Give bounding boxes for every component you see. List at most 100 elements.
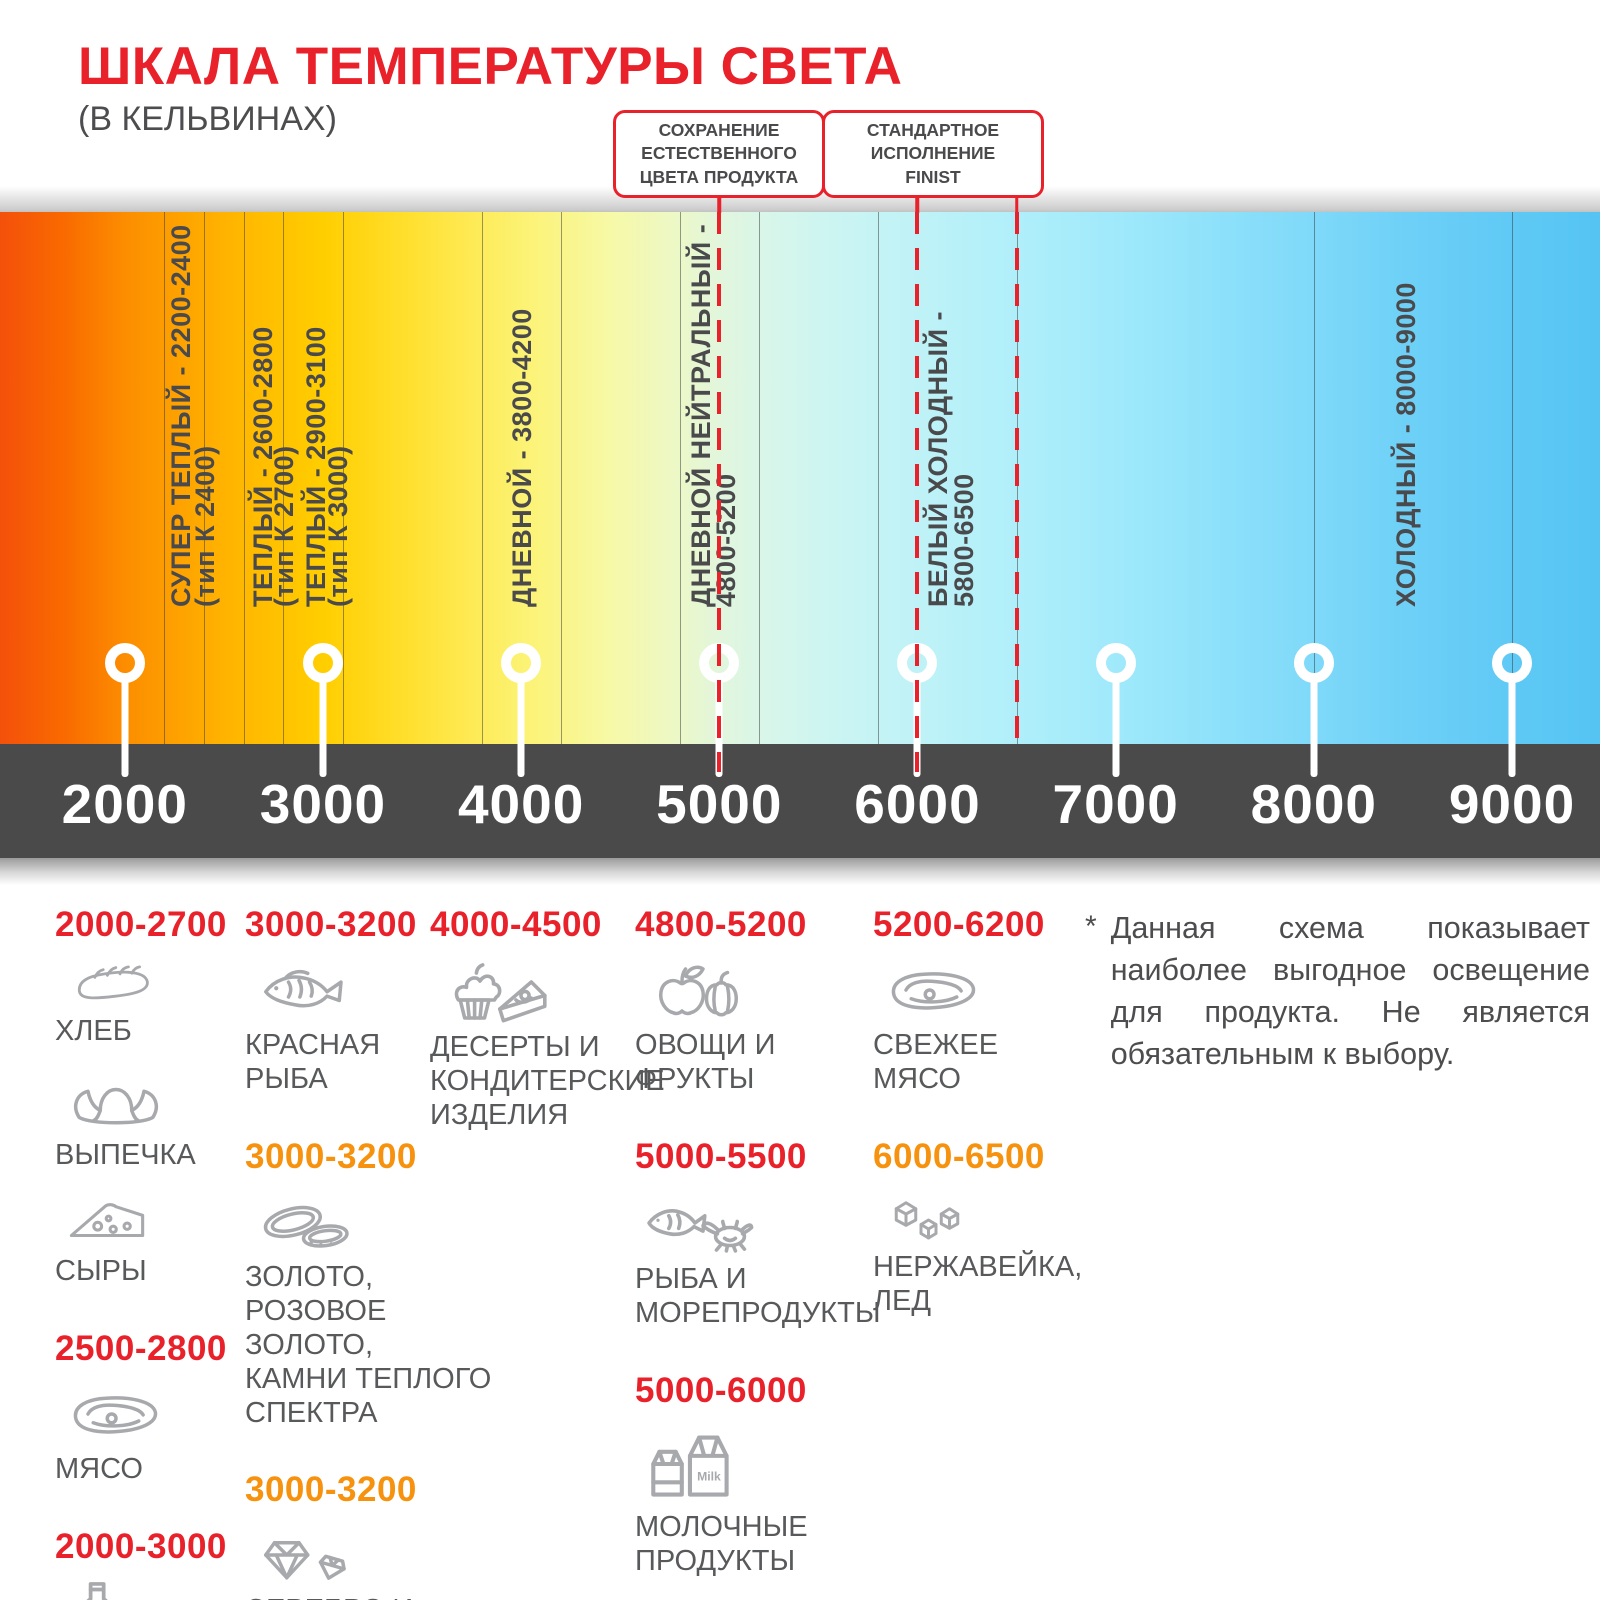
zone-boundary-line [679, 212, 681, 744]
footnote: * Данная схема показывает наиболее выгод… [1085, 907, 1590, 1075]
zone-boundary-line [560, 212, 562, 744]
zone-label: 5800-6500 [949, 473, 980, 607]
axis-tick-label: 4000 [457, 773, 585, 835]
category-item: МОЛОЧНЫЕ ПРОДУКТЫ [635, 1421, 950, 1579]
category-item: ХЛЕБ [55, 955, 245, 1049]
category-block: 5200-6200 СВЕЖЕЕ МЯСО [873, 905, 1088, 1097]
zone-boundary-line [1313, 212, 1315, 744]
callout-line: FINIST [905, 166, 961, 187]
kelvin-axis: 2000 3000 4000 5000 6000 7000 8000 9000 [0, 744, 1600, 858]
callout-line: СОХРАНЕНИЕ [658, 120, 780, 141]
marker-pin [1293, 643, 1334, 683]
marker-pin-stem [1508, 679, 1516, 777]
category-item: СВЕЖЕЕ МЯСО [873, 955, 1088, 1097]
category-item-label: РЫБА И МОРЕПРОДУКТЫ [635, 1262, 881, 1329]
zone-boundary-line [243, 212, 245, 744]
zone-boundary-line [1512, 212, 1513, 744]
axis-tick-label: 3000 [259, 773, 387, 835]
category-item-label: ОВОЩИ И ФРУКТЫ [635, 1029, 776, 1095]
marker-pin-stem [1112, 679, 1120, 777]
category-column: 2000-2700 ХЛЕБ ВЫПЕЧКА СЫРЫ 2500-2800 МЯСО 200… [55, 905, 245, 1600]
category-column: 4000-4500 ДЕСЕРТЫ И КОНДИТЕРСКИЕ ИЗДЕЛИЯ [430, 905, 665, 1173]
callout-finist-standard: СТАНДАРТНОЕ ИСПОЛНЕНИЕ FINIST [822, 110, 1044, 198]
category-item-label: ДЕСЕРТЫ И КОНДИТЕРСКИЕ ИЗДЕЛИЯ [430, 1031, 665, 1131]
range-label: 5200-6200 [873, 905, 1045, 944]
axis-tick-label: 7000 [1052, 773, 1179, 835]
category-column: 5200-6200 СВЕЖЕЕ МЯСО 6000-6500 НЕРЖАВЕЙКА,… [873, 905, 1088, 1359]
category-item-label: ХЛЕБ [55, 1015, 132, 1047]
zone-label: (тип К 2400) [190, 445, 221, 607]
category-item-label: ВЫПЕЧКА [55, 1138, 196, 1171]
vegetables-icon [637, 955, 755, 1025]
milk-icon [637, 1421, 749, 1507]
axis-tick-label: 9000 [1448, 773, 1576, 835]
marker-pin [104, 643, 145, 683]
axis-tick-label: 2000 [61, 773, 188, 835]
ice-icon [875, 1187, 979, 1247]
callout-line: ЕСТЕСТВЕННОГО [641, 143, 797, 164]
range-label: 5000-5500 [635, 1136, 807, 1176]
zone-boundary-line [481, 212, 483, 744]
category-item-label: СЫРЫ [55, 1254, 147, 1287]
category-block: 5000-5500 РЫБА И МОРЕПРОДУКТЫ [635, 1137, 950, 1331]
callout-stem [1014, 196, 1019, 213]
category-item: КРАСНАЯ РЫБА [245, 955, 495, 1097]
category-item-label: СВЕЖЕЕ МЯСО [873, 1029, 999, 1095]
page-subtitle: (В КЕЛЬВИНАХ) [78, 100, 337, 138]
range-label: 6000-6500 [873, 1136, 1045, 1176]
kelvin-gradient-bar: СУПЕР ТЕПЛЫЙ - 2200-2400 (тип К 2400) ТЕПЛ… [0, 212, 1600, 777]
marker-pin [1095, 643, 1136, 683]
range-label: 3000-3200 [245, 905, 417, 944]
marker-pin [501, 643, 542, 683]
footnote-text: Данная схема показывает наиболее выгодно… [1110, 911, 1590, 1072]
category-item-label: НЕРЖАВЕЙКА, ЛЕД [873, 1250, 1083, 1317]
range-label: 2000-2700 [55, 905, 227, 944]
marker-pin-stem [517, 679, 525, 777]
category-block: 6000-6500 НЕРЖАВЕЙКА, ЛЕД [873, 1137, 1088, 1319]
range-label: 4000-4500 [430, 905, 602, 944]
zone-label: ХОЛОДНЫЙ - 8000-9000 [1391, 282, 1422, 607]
fish-icon [247, 955, 365, 1025]
zone-boundary-line [204, 212, 206, 744]
zone-boundary-line [283, 212, 285, 744]
category-item-label: СЕРЕБРО И БРИЛЛИАНТЫ [245, 1594, 495, 1600]
category-item-label: КРАСНАЯ РЫБА [245, 1029, 381, 1095]
alcohol-icon [57, 1577, 141, 1600]
bread-icon [57, 955, 169, 1011]
axis-tick-label: 6000 [854, 773, 981, 835]
dashed-marker [915, 212, 920, 772]
callout-natural-color: СОХРАНЕНИЕ ЕСТЕСТВЕННОГО ЦВЕТА ПРОДУКТА [613, 110, 825, 198]
range-label: 4800-5200 [635, 905, 807, 944]
category-item: ОВОЩИ И ФРУКТЫ [635, 955, 950, 1097]
category-item: НЕРЖАВЕЙКА, ЛЕД [873, 1187, 1088, 1319]
zone-label: 4800-5200 [711, 473, 742, 607]
marker-pin-stem [121, 679, 129, 777]
axis-tick-label: 8000 [1250, 773, 1378, 835]
category-item: АКОГОЛЬ [55, 1577, 245, 1600]
category-item-label: МЯСО [55, 1452, 143, 1485]
category-block: 2000-3000 АКОГОЛЬ [55, 1527, 245, 1600]
callout-line: ЦВЕТА ПРОДУКТА [639, 166, 799, 187]
axis-bottom-shadow [0, 858, 1600, 885]
category-item: СЫРЫ [55, 1189, 245, 1289]
seafood-icon [637, 1187, 769, 1259]
cheese-icon [57, 1189, 157, 1251]
steak-icon [57, 1379, 175, 1449]
zone-boundary-line [758, 212, 760, 744]
dashed-marker [717, 212, 722, 772]
category-item: ЗОЛОТО, РОЗОВОЕ ЗОЛОТО, КАМНИ ТЕПЛОГО СП… [245, 1187, 495, 1431]
category-block: 4000-4500 ДЕСЕРТЫ И КОНДИТЕРСКИЕ ИЗДЕЛИЯ [430, 905, 665, 1133]
category-item-label: МОЛОЧНЫЕ ПРОДУКТЫ [635, 1510, 808, 1577]
zone-boundary-line [342, 212, 344, 744]
category-block: 2500-2800 МЯСО [55, 1329, 245, 1487]
category-block: 5000-6000 МОЛОЧНЫЕ ПРОДУКТЫ ЗАМОРОЖЕННЫЕ П… [635, 1371, 950, 1600]
range-label: 3000-3200 [245, 1470, 417, 1510]
category-block: 2000-2700 ХЛЕБ ВЫПЕЧКА СЫРЫ [55, 905, 245, 1289]
marker-pin [302, 643, 343, 683]
marker-pin-stem [319, 679, 327, 777]
footnote-asterisk: * [1085, 910, 1097, 943]
range-label: 5000-6000 [635, 1370, 807, 1410]
category-block: 3000-3200 СЕРЕБРО И БРИЛЛИАНТЫ [245, 1470, 495, 1600]
category-item: МЯСО [55, 1379, 245, 1487]
